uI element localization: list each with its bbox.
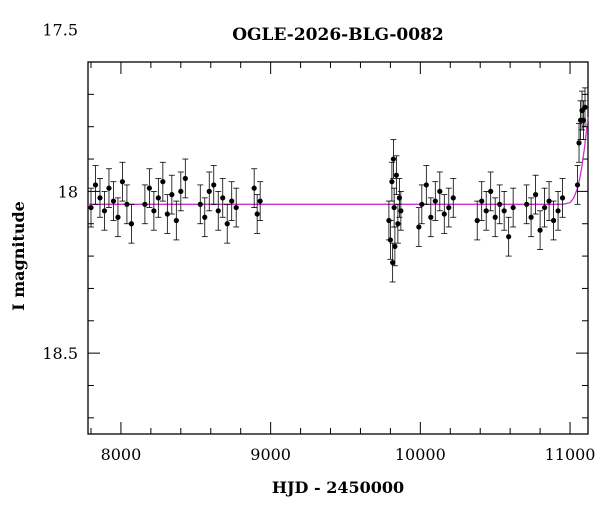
data-point [533,192,539,198]
data-point [492,214,498,220]
data-point [391,204,397,211]
data-point [92,182,99,188]
data-point [88,204,94,211]
data-point [173,217,179,224]
y-tick-label: 18 [58,182,78,201]
data-point [479,198,485,204]
data-point [582,104,588,110]
data-point [106,185,112,191]
data-point [537,227,543,233]
data-point [423,182,429,188]
data-point [432,198,438,204]
data-point [182,175,188,182]
data-point [528,214,534,220]
x-tick-label: 8000 [101,445,142,464]
data-point [155,195,161,201]
data-point [220,195,226,201]
data-point [392,243,398,249]
data-point [474,217,480,224]
data-point [169,192,175,198]
data-point [178,188,184,194]
y-tick-label: 17.5 [42,21,78,40]
data-point [441,211,447,217]
data-point [450,195,456,201]
data-point [387,237,393,243]
y-axis-label: I magnitude [9,201,28,311]
data-point [390,156,396,162]
x-tick-label: 9000 [250,445,291,464]
model-curve-layer [88,116,589,205]
data-point [206,188,212,194]
data-point [576,140,582,146]
data-point [101,208,108,214]
data-point [115,214,121,220]
data-point [254,211,260,217]
data-point [416,224,422,230]
data-point [215,208,221,214]
data-point [251,185,257,191]
data-point [555,208,561,214]
data-point [506,234,512,240]
data-point [211,182,217,188]
data-point [501,208,507,214]
data-point [257,198,263,204]
data-point [229,198,235,204]
data-point [142,201,148,207]
data-point [550,217,557,224]
data-point [483,208,489,214]
data-point [510,204,516,211]
model-curve [88,116,589,205]
data-point [428,214,434,220]
data-point [110,198,117,204]
data-point [146,185,152,191]
data-points-layer [87,87,589,283]
data-point [197,201,203,207]
data-point [574,182,581,188]
data-point [390,259,396,266]
data-point [389,179,395,185]
x-tick-label: 10000 [395,445,446,464]
data-point [160,179,166,185]
x-axis-label: HJD - 2450000 [272,478,404,497]
axis-ticks [88,61,588,434]
chart-title: OGLE-2026-BLG-0082 [232,25,444,45]
data-point [524,201,530,207]
data-point [395,221,401,227]
data-point [559,195,566,201]
y-tick-label: 18.5 [42,344,78,363]
data-point [224,221,230,227]
data-point [233,204,239,211]
data-point [546,198,552,204]
x-tick-label: 11000 [545,445,596,464]
data-point [164,211,170,217]
plot-frame [87,61,589,435]
data-point [151,208,157,214]
data-point [119,179,126,185]
data-point [419,201,425,207]
data-point [128,221,135,227]
data-point [497,201,503,207]
tick-labels: 8000 9000 10000 11000 17.5 18 18.5 [42,21,595,464]
data-point [97,195,103,201]
data-point [437,188,443,194]
data-point [202,214,208,220]
data-point [398,208,404,214]
data-point [393,172,399,178]
data-point [541,204,548,211]
data-point [124,201,130,207]
data-point [446,204,452,211]
data-point [488,188,494,194]
